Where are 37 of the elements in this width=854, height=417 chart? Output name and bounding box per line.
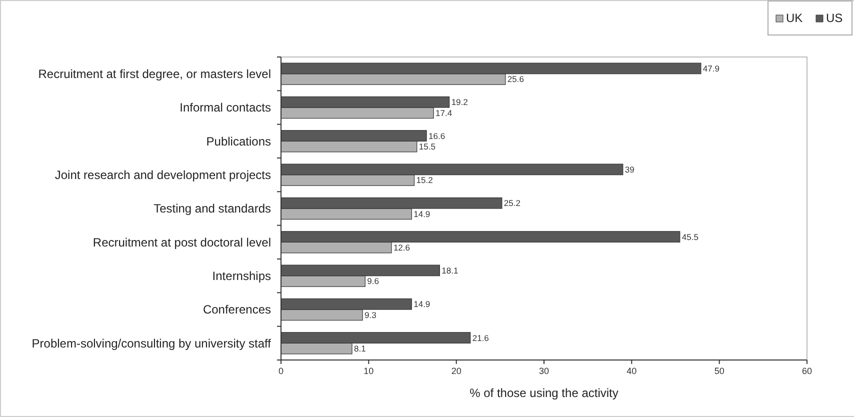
x-tick-label: 0	[278, 366, 284, 376]
y-tick-label: Recruitment at post doctoral level	[92, 235, 271, 250]
data-label: 39	[624, 164, 635, 174]
x-tick-label: 60	[802, 366, 812, 376]
data-label: 25.6	[507, 74, 524, 84]
data-label: 17.4	[436, 108, 452, 118]
data-label: 14.9	[414, 208, 430, 219]
y-tick-label: Informal contacts	[180, 100, 271, 115]
y-tick-label: Problem-solving/consulting by university staff	[32, 336, 272, 350]
x-tick-label: 50	[714, 366, 724, 376]
data-label: 25.2	[504, 198, 521, 208]
data-label: 15.2	[416, 175, 434, 186]
data-label: 19.2	[451, 97, 468, 108]
data-label: 8.1	[354, 344, 366, 354]
x-axis-title: % of those using the activity	[470, 386, 618, 400]
y-tick-label: Publications	[206, 134, 271, 148]
x-tick-label: 20	[451, 366, 462, 376]
y-tick-label: Internships	[212, 269, 271, 284]
data-label: 12.6	[393, 242, 410, 253]
data-label: 16.6	[428, 130, 446, 141]
x-tick-label: 40	[626, 366, 637, 376]
x-tick-label: 30	[538, 366, 550, 376]
legend-label: UK	[786, 11, 803, 25]
y-tick-label: Recruitment at first degree, or masters level	[38, 67, 271, 82]
data-label: 9.3	[364, 310, 377, 320]
data-label: 9.6	[367, 276, 380, 286]
data-label: 14.9	[414, 299, 430, 310]
y-tick-label: Joint research and development projects	[54, 168, 271, 182]
y-tick-label: Testing and standards	[154, 202, 271, 216]
x-tick-label: 10	[364, 366, 374, 376]
data-label: 18.1	[442, 265, 458, 276]
data-label: 47.9	[702, 63, 720, 74]
data-label: 15.5	[418, 142, 436, 152]
y-tick-label: Conferences	[202, 302, 271, 317]
data-label: 21.6	[472, 332, 490, 343]
legend-label: US	[826, 11, 843, 25]
data-label: 45.5	[682, 232, 699, 242]
